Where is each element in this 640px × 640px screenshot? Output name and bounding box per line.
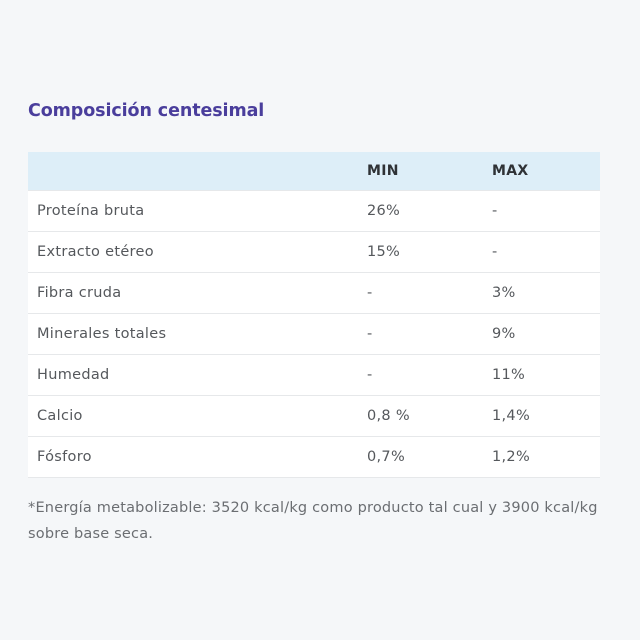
nutrient-name: Proteína bruta [28,190,367,232]
min-value: - [367,354,492,396]
table-row: Fósforo 0,7% 1,2% [28,436,600,478]
nutrient-name: Fibra cruda [28,272,367,314]
header-max: MAX [492,163,529,179]
nutrient-name: Fósforo [28,436,367,478]
max-value: - [492,190,600,232]
min-value: - [367,313,492,355]
composition-section: Composición centesimal MIN MAX Proteína … [28,96,600,562]
max-value: 3% [492,272,600,314]
max-value: - [492,231,600,273]
table-row: Proteína bruta 26% - [28,190,600,232]
max-value: 11% [492,354,600,396]
header-nutrient [28,152,367,191]
nutrient-name: Calcio [28,395,367,437]
max-value: 9% [492,313,600,355]
composition-table: MIN MAX Proteína bruta 26% - Extracto et… [28,152,600,478]
min-value: - [367,272,492,314]
min-value: 15% [367,231,492,273]
table-row: Minerales totales - 9% [28,313,600,355]
table-header-row: MIN MAX [28,152,600,191]
table-row: Fibra cruda - 3% [28,272,600,314]
nutrient-name: Extracto etéreo [28,231,367,273]
section-title: Composición centesimal [28,101,265,121]
energy-footnote: *Energía metabolizable: 3520 kcal/kg com… [28,500,598,542]
table-row: Humedad - 11% [28,354,600,396]
table-row: Extracto etéreo 15% - [28,231,600,273]
min-value: 0,8 % [367,395,492,437]
max-value: 1,4% [492,395,600,437]
max-value: 1,2% [492,436,600,478]
min-value: 0,7% [367,436,492,478]
header-min: MIN [367,163,399,179]
nutrient-name: Humedad [28,354,367,396]
min-value: 26% [367,190,492,232]
table-row: Calcio 0,8 % 1,4% [28,395,600,437]
nutrient-name: Minerales totales [28,313,367,355]
